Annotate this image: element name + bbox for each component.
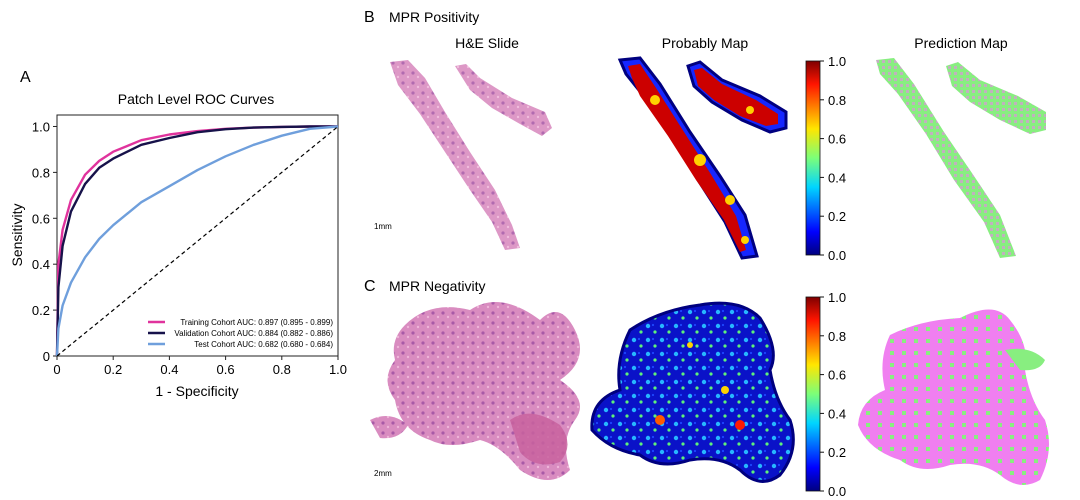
colorbar-tick-label: 0.8: [828, 329, 846, 344]
scale-label-c: 2mm: [374, 469, 392, 478]
x-axis-label: 1 - Specificity: [155, 383, 238, 399]
test-roc-line: [55, 125, 339, 357]
panel-b-label: B: [364, 9, 375, 26]
colorbar-tick-label: 0.2: [828, 445, 846, 460]
colorbar-tick-label: 0.8: [828, 93, 846, 108]
validation-roc-line: [55, 125, 338, 357]
x-tick-label: 0.6: [217, 362, 235, 377]
plot-frame: [56, 114, 339, 357]
panel-b-title: MPR Positivity: [389, 9, 479, 25]
colorbar-tick-label: 0.2: [828, 209, 846, 224]
x-tick-label: 1.0: [329, 362, 347, 377]
panel-c-title: MPR Negativity: [389, 278, 485, 294]
roc-series: [55, 125, 339, 357]
he-slide-c: [370, 302, 580, 480]
colorbar-c: 0.0 0.2 0.4 0.6 0.8 1.0: [805, 290, 846, 499]
prediction-map-b: [876, 58, 1046, 258]
x-tick-label: 0.8: [273, 362, 291, 377]
x-tick-label: 0.4: [160, 362, 178, 377]
legend-entry: Test Cohort AUC: 0.682 (0.680 - 0.684): [194, 340, 333, 349]
colorbar-tick-label: 0.4: [828, 406, 846, 421]
scale-label-b: 1mm: [374, 222, 392, 231]
legend-entry: Validation Cohort AUC: 0.884 (0.882 - 0.…: [174, 329, 333, 338]
x-tick-label: 0.2: [104, 362, 122, 377]
colorbar-c-ticks: 0.0 0.2 0.4 0.6 0.8 1.0: [820, 290, 846, 499]
probability-map-b: [617, 56, 788, 260]
y-tick-label: 0.6: [32, 211, 50, 226]
colorbar-tick-label: 0.6: [828, 368, 846, 383]
prediction-map-c: [858, 309, 1049, 485]
colorbar-tick-label: 0.6: [828, 132, 846, 147]
probability-map-heading: Probably Map: [662, 35, 749, 51]
y-tick-label: 0.2: [32, 303, 50, 318]
colorbar-tick-label: 0.0: [828, 248, 846, 263]
legend-entry: Training Cohort AUC: 0.897 (0.895 - 0.89…: [180, 318, 333, 327]
colorbar-b-ticks: 0.0 0.2 0.4 0.6 0.8 1.0: [820, 54, 846, 263]
he-slide-heading: H&E Slide: [455, 35, 519, 51]
prediction-map-heading: Prediction Map: [914, 35, 1008, 51]
legend: Training Cohort AUC: 0.897 (0.895 - 0.89…: [148, 318, 333, 349]
chart-title: Patch Level ROC Curves: [118, 91, 274, 107]
axis-ticks: 0 0.2 0.4 0.6 0.8 1.0 0 0.2 0.4 0.6 0.8 1.0: [32, 119, 347, 377]
colorbar-b: 0.0 0.2 0.4 0.6 0.8 1.0: [805, 54, 846, 263]
chance-diagonal-line: [56, 126, 339, 357]
colorbar-tick-label: 1.0: [828, 54, 846, 69]
y-axis-label: Sensitivity: [9, 203, 25, 266]
panel-c-label: C: [364, 278, 376, 295]
y-tick-label: 0.8: [32, 165, 50, 180]
colorbar-tick-label: 1.0: [828, 290, 846, 305]
he-slide-b: [390, 60, 552, 250]
colorbar-tick-label: 0.0: [828, 484, 846, 499]
y-tick-label: 1.0: [32, 119, 50, 134]
colorbar-tick-label: 0.4: [828, 170, 846, 185]
roc-chart: 0 0.2 0.4 0.6 0.8 1.0 0 0.2 0.4 0.6 0.8 1.0 Trainin…: [32, 114, 347, 377]
panel-a-label: A: [20, 69, 31, 86]
probability-map-c: [590, 301, 795, 483]
x-tick-label: 0: [53, 362, 60, 377]
y-tick-label: 0.4: [32, 257, 50, 272]
y-tick-label: 0: [43, 349, 50, 364]
